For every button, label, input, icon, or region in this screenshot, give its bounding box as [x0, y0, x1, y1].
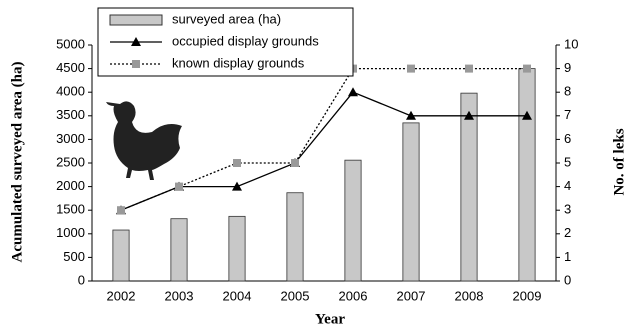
y-tick-label: 1500 — [56, 202, 85, 217]
x-tick-label: 2003 — [165, 288, 194, 303]
x-tick-label: 2007 — [397, 288, 426, 303]
y-tick-label: 0 — [78, 272, 85, 287]
y2-tick-label: 5 — [564, 154, 571, 169]
y-tick-label: 1000 — [56, 225, 85, 240]
marker — [523, 65, 531, 73]
x-tick-label: 2005 — [281, 288, 310, 303]
y2-tick-label: 2 — [564, 225, 571, 240]
bar — [345, 160, 361, 281]
x-tick-label: 2006 — [339, 288, 368, 303]
y2-axis-title: No. of leks — [611, 128, 627, 195]
bar — [229, 216, 245, 281]
y-tick-label: 4500 — [56, 60, 85, 75]
marker — [348, 87, 358, 96]
x-tick-label: 2004 — [223, 288, 252, 303]
y-axis-title: Acumulated surveyed area (ha) — [9, 62, 25, 263]
bar — [461, 93, 477, 281]
x-tick-label: 2009 — [513, 288, 542, 303]
y2-tick-label: 6 — [564, 131, 571, 146]
y-tick-label: 3000 — [56, 131, 85, 146]
marker — [175, 183, 183, 191]
y-tick-label: 2500 — [56, 154, 85, 169]
x-axis-title: Year — [315, 311, 345, 327]
y2-tick-label: 4 — [564, 178, 571, 193]
y2-tick-label: 0 — [564, 272, 571, 287]
x-tick-label: 2002 — [107, 288, 136, 303]
legend-label: surveyed area (ha) — [172, 11, 281, 26]
y-tick-label: 2000 — [56, 178, 85, 193]
legend-marker — [132, 60, 140, 68]
bird-silhouette — [106, 101, 182, 180]
y2-tick-label: 10 — [564, 36, 578, 51]
y2-tick-label: 7 — [564, 107, 571, 122]
bar — [113, 230, 129, 281]
bar — [519, 69, 535, 281]
y2-tick-label: 8 — [564, 84, 571, 99]
marker — [117, 206, 125, 214]
bar — [287, 193, 303, 281]
y2-tick-label: 9 — [564, 60, 571, 75]
legend-label: known display grounds — [172, 55, 305, 70]
x-tick-label: 2008 — [455, 288, 484, 303]
marker — [291, 159, 299, 167]
y2-tick-label: 3 — [564, 202, 571, 217]
y-tick-label: 5000 — [56, 36, 85, 51]
marker — [233, 159, 241, 167]
y-tick-label: 4000 — [56, 84, 85, 99]
y-tick-label: 500 — [63, 249, 85, 264]
legend-swatch — [110, 15, 162, 25]
legend-label: occupied display grounds — [172, 33, 319, 48]
bar — [403, 123, 419, 281]
bar — [171, 219, 187, 281]
y-tick-label: 3500 — [56, 107, 85, 122]
marker — [407, 65, 415, 73]
marker — [465, 65, 473, 73]
y2-tick-label: 1 — [564, 249, 571, 264]
chart: Year Acumulated surveyed area (ha) No. o… — [0, 0, 638, 330]
